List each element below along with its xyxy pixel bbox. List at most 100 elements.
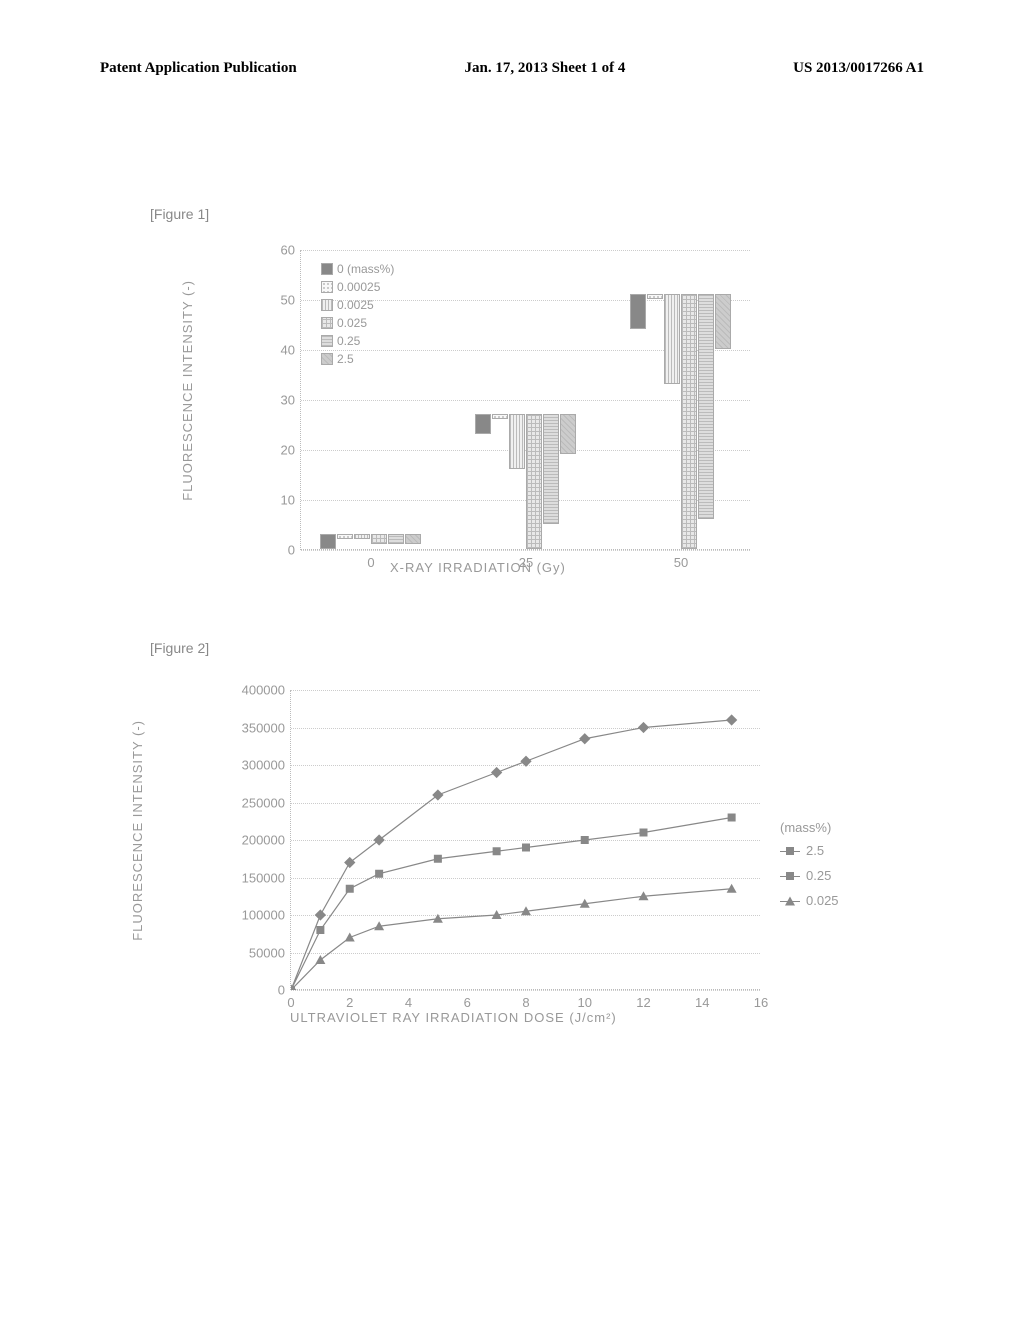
line-svg: [291, 690, 761, 990]
series-marker: [315, 955, 325, 964]
series-marker: [345, 933, 355, 942]
header-left: Patent Application Publication: [100, 60, 297, 77]
series-marker: [491, 767, 502, 778]
legend-marker: [780, 870, 800, 882]
bar: [475, 414, 491, 434]
gridline: [301, 550, 750, 551]
series-marker: [316, 926, 324, 934]
bar: [543, 414, 559, 524]
legend-label: 0.025: [806, 893, 839, 908]
ytick-label: 400000: [242, 683, 285, 698]
bar: [715, 294, 731, 349]
legend-item: 0.0025: [321, 298, 394, 312]
xtick-label: 16: [754, 995, 768, 1010]
figure1-label: [Figure 1]: [150, 206, 209, 222]
xtick-label: 0: [287, 995, 294, 1010]
legend-label: 2.5: [337, 352, 354, 366]
bar: [354, 534, 370, 539]
bar: [681, 294, 697, 549]
ytick-label: 300000: [242, 758, 285, 773]
figure2-xlabel: ULTRAVIOLET RAY IRRADIATION DOSE (J/cm²): [290, 1010, 617, 1025]
bar: [388, 534, 404, 544]
series-marker: [432, 789, 443, 800]
ytick-label: 30: [281, 393, 295, 408]
series-line: [291, 720, 732, 990]
header-center: Jan. 17, 2013 Sheet 1 of 4: [464, 60, 625, 77]
marker-shape: [786, 872, 794, 880]
bar: [526, 414, 542, 549]
figure1-plot-area: 0102030405060025500 (mass%)0.000250.0025…: [300, 250, 750, 550]
xtick-label: 10: [578, 995, 592, 1010]
series-marker: [638, 722, 649, 733]
xtick-label: 6: [464, 995, 471, 1010]
bar: [492, 414, 508, 419]
legend-item: 2.5: [321, 352, 394, 366]
bar: [509, 414, 525, 469]
series-marker: [522, 844, 530, 852]
figure1-legend: 0 (mass%) 0.00025 0.0025 0.025 0.25 2.5: [321, 262, 394, 370]
series-marker: [315, 909, 326, 920]
xtick-label: 12: [636, 995, 650, 1010]
bar: [698, 294, 714, 519]
ytick-label: 250000: [242, 795, 285, 810]
series-marker: [727, 884, 737, 893]
ytick-label: 200000: [242, 833, 285, 848]
xtick-label: 4: [405, 995, 412, 1010]
legend-title: (mass%): [780, 820, 839, 835]
bar-group: [475, 414, 576, 549]
legend-marker: [780, 845, 800, 857]
ytick-label: 150000: [242, 870, 285, 885]
bar: [337, 534, 353, 539]
bar: [647, 294, 663, 299]
legend-label: 0.00025: [337, 280, 380, 294]
legend-item: 0.025: [321, 316, 394, 330]
marker-shape: [785, 896, 795, 905]
series-marker: [579, 733, 590, 744]
legend-item: 0.00025: [321, 280, 394, 294]
legend-swatch: [321, 281, 333, 293]
legend-item: 0 (mass%): [321, 262, 394, 276]
bar: [371, 534, 387, 544]
bar: [405, 534, 421, 544]
ytick-label: 50: [281, 293, 295, 308]
legend-label: 0.25: [337, 334, 360, 348]
xtick-label: 14: [695, 995, 709, 1010]
series-marker: [520, 756, 531, 767]
series-marker: [726, 714, 737, 725]
legend-marker: [780, 895, 800, 907]
legend-item: 0.25: [321, 334, 394, 348]
gridline: [291, 990, 760, 991]
ytick-label: 0: [288, 543, 295, 558]
ytick-label: 60: [281, 243, 295, 258]
bar-group: [630, 294, 731, 549]
xtick-label: 8: [522, 995, 529, 1010]
ytick-label: 0: [278, 983, 285, 998]
bar: [664, 294, 680, 384]
legend-label: 0.0025: [337, 298, 374, 312]
series-marker: [344, 857, 355, 868]
series-line: [291, 889, 732, 990]
legend-swatch: [321, 299, 333, 311]
legend-item: 0.025: [780, 893, 839, 908]
legend-swatch: [321, 335, 333, 347]
ytick-label: 10: [281, 493, 295, 508]
legend-label: 2.5: [806, 843, 824, 858]
legend-label: 0.25: [806, 868, 831, 883]
gridline: [301, 250, 750, 251]
series-marker: [373, 834, 384, 845]
series-marker: [346, 885, 354, 893]
figure1-ylabel: FLUORESCENCE INTENSITY (-): [180, 280, 195, 501]
series-marker: [434, 855, 442, 863]
legend-label: 0.025: [337, 316, 367, 330]
series-marker: [493, 847, 501, 855]
series-line: [291, 818, 732, 991]
bar-group: [320, 534, 421, 549]
xtick-label: 0: [367, 555, 374, 570]
figure1-xlabel: X-RAY IRRADIATION (Gy): [390, 560, 566, 575]
series-marker: [728, 814, 736, 822]
ytick-label: 100000: [242, 908, 285, 923]
ytick-label: 20: [281, 443, 295, 458]
series-marker: [375, 870, 383, 878]
legend-label: 0 (mass%): [337, 262, 394, 276]
legend-item: 2.5: [780, 843, 839, 858]
